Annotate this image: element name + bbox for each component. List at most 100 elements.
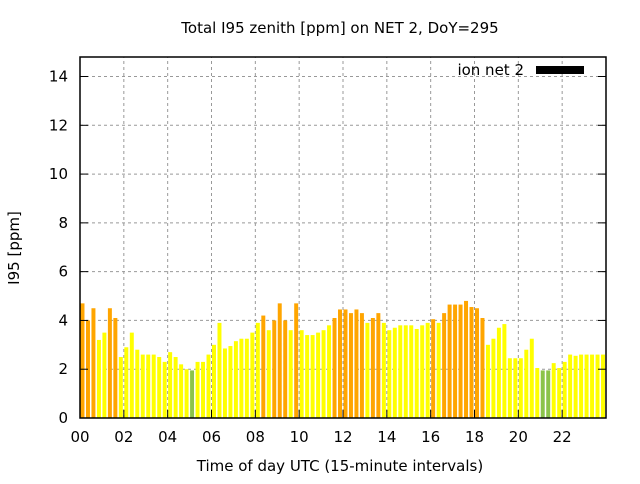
- y-tick-label: 2: [58, 360, 68, 378]
- bar: [343, 309, 348, 418]
- y-tick-label: 0: [58, 409, 68, 427]
- bar: [485, 344, 490, 418]
- bar: [239, 338, 244, 418]
- bar: [464, 300, 469, 418]
- bar: [113, 317, 118, 418]
- y-tick-label: 10: [49, 165, 68, 183]
- y-tick-label: 14: [49, 68, 68, 86]
- bar: [250, 332, 255, 418]
- bar: [453, 304, 458, 418]
- bar: [91, 308, 96, 418]
- x-tick-label: 22: [553, 428, 572, 446]
- bar: [403, 325, 408, 418]
- bar: [338, 309, 342, 418]
- bar: [173, 357, 178, 418]
- bar: [228, 346, 233, 418]
- bar: [447, 304, 452, 418]
- bar: [96, 339, 101, 418]
- y-axis-label: I95 [ppm]: [5, 211, 23, 285]
- bar: [436, 322, 441, 418]
- y-tick-label: 12: [49, 116, 68, 134]
- bar: [305, 335, 310, 418]
- bar: [387, 330, 392, 418]
- bar: [546, 370, 551, 418]
- bar: [206, 354, 211, 418]
- legend-swatch: [536, 66, 584, 74]
- x-axis-label: Time of day UTC (15-minute intervals): [196, 457, 483, 475]
- bar: [118, 357, 123, 418]
- bar: [513, 358, 518, 418]
- bar: [288, 330, 293, 418]
- bar: [107, 308, 112, 418]
- chart-title: Total I95 zenith [ppm] on NET 2, DoY=295: [180, 19, 498, 37]
- legend-label: ion net 2: [457, 61, 524, 79]
- bar: [584, 354, 589, 418]
- bar: [168, 352, 173, 418]
- bar: [573, 355, 578, 418]
- bar: [518, 358, 523, 418]
- bar: [535, 367, 540, 418]
- bar: [370, 317, 375, 418]
- bar: [601, 354, 605, 418]
- plot-frame: [79, 56, 607, 419]
- bar: [414, 328, 419, 418]
- bar: [507, 358, 512, 418]
- bar: [540, 370, 545, 418]
- bar: [294, 303, 299, 418]
- bar: [272, 320, 277, 418]
- bar: [348, 313, 353, 418]
- bar: [469, 307, 474, 418]
- bar: [222, 348, 227, 418]
- bar: [398, 325, 403, 418]
- bar: [480, 317, 485, 418]
- bar: [425, 322, 430, 418]
- x-tick-label: 20: [509, 428, 528, 446]
- bar: [392, 327, 397, 418]
- y-tick-label: 8: [58, 214, 68, 232]
- bar: [359, 313, 364, 418]
- bar: [442, 313, 447, 418]
- x-tick-label: 16: [421, 428, 440, 446]
- bar: [233, 341, 238, 418]
- bar: [266, 330, 271, 418]
- bar: [151, 354, 156, 418]
- bar: [595, 354, 600, 418]
- bar: [212, 344, 216, 418]
- bar: [475, 308, 479, 418]
- x-tick-label: 06: [202, 428, 221, 446]
- x-tick-label: 10: [290, 428, 309, 446]
- bar: [551, 363, 556, 418]
- x-tick-label: 14: [377, 428, 396, 446]
- bar: [157, 357, 162, 418]
- bar: [129, 332, 134, 418]
- bar: [458, 304, 463, 418]
- bar: [162, 361, 167, 418]
- bar: [146, 354, 151, 418]
- bar: [316, 332, 321, 418]
- bar: [568, 354, 573, 418]
- x-tick-label: 12: [333, 428, 352, 446]
- bar: [217, 322, 222, 418]
- x-tick-label: 00: [70, 428, 89, 446]
- bar: [381, 322, 386, 418]
- bar: [255, 322, 260, 418]
- bar: [376, 313, 381, 418]
- bar: [261, 315, 266, 418]
- bar: [562, 361, 567, 418]
- bar: [310, 335, 315, 418]
- bar: [579, 354, 584, 418]
- bar: [244, 338, 249, 418]
- bar: [491, 338, 496, 418]
- bar: [201, 361, 206, 418]
- bar: [140, 354, 145, 418]
- bar: [529, 338, 534, 418]
- bar: [80, 303, 85, 418]
- bar: [299, 330, 304, 418]
- bar: [283, 320, 288, 418]
- bar: [557, 367, 562, 418]
- bar: [102, 332, 107, 418]
- x-tick-label: 18: [465, 428, 484, 446]
- bar: [365, 322, 370, 418]
- bar: [496, 327, 501, 418]
